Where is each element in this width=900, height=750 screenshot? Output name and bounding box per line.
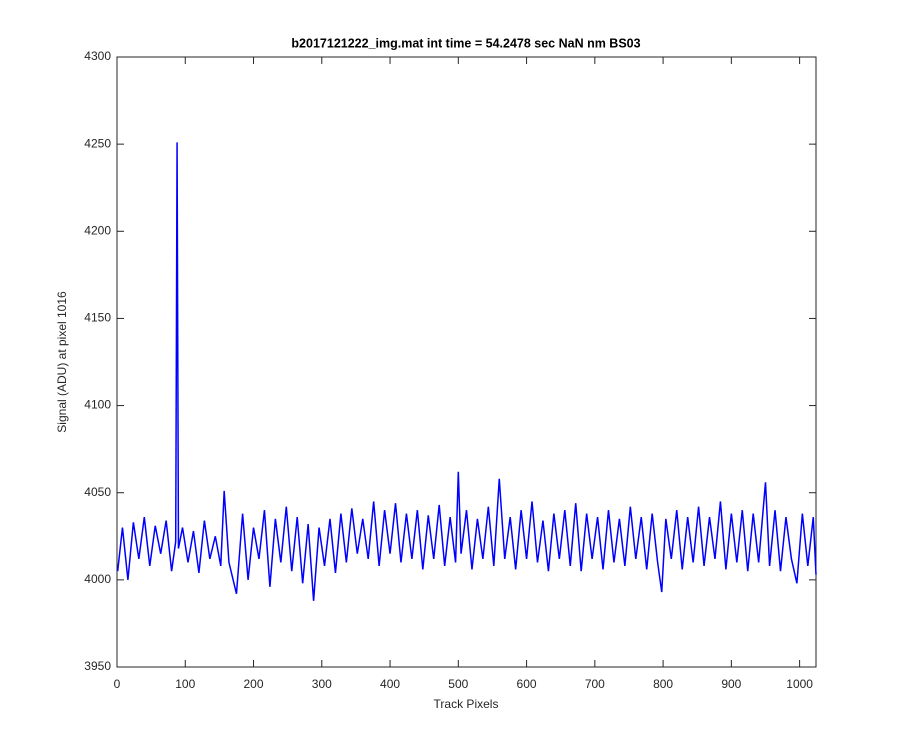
x-tick-label: 100 [175, 677, 195, 691]
x-tick-label: 900 [721, 677, 741, 691]
x-axis-label: Track Pixels [434, 697, 499, 711]
x-tick-label: 0 [114, 677, 121, 691]
x-tick-label: 300 [312, 677, 332, 691]
data-line [116, 142, 817, 601]
y-tick-label: 4050 [84, 485, 111, 499]
x-tick-label: 800 [653, 677, 673, 691]
plot-frame [116, 56, 817, 668]
y-axis-label: Signal (ADU) at pixel 1016 [55, 291, 69, 433]
x-tick-label: 1000 [786, 677, 813, 691]
x-tick-label: 200 [244, 677, 264, 691]
y-tick-label: 3950 [84, 659, 111, 673]
x-tick-label: 700 [585, 677, 605, 691]
x-tick-label: 500 [448, 677, 468, 691]
y-tick-label: 4000 [84, 572, 111, 586]
x-tick-label: 600 [517, 677, 537, 691]
y-tick-label: 4150 [84, 311, 111, 325]
y-tick-label: 4200 [84, 223, 111, 237]
x-tick-label: 400 [380, 677, 400, 691]
chart-title: b2017121222_img.mat int time = 54.2478 s… [291, 36, 640, 50]
y-tick-label: 4300 [84, 49, 111, 63]
y-tick-label: 4100 [84, 398, 111, 412]
y-tick-label: 4250 [84, 136, 111, 150]
